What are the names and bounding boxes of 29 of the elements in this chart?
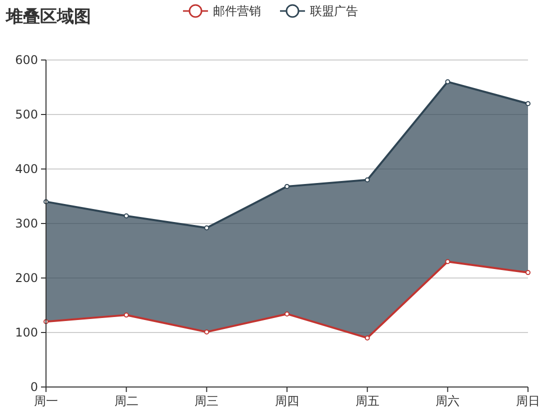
legend-label: 邮件营销 — [213, 4, 261, 18]
y-tick-label: 0 — [30, 380, 38, 394]
point — [364, 335, 370, 340]
point — [284, 311, 290, 316]
point — [204, 329, 210, 334]
point — [364, 177, 370, 182]
point — [124, 213, 129, 218]
x-tick-label: 周一 — [34, 394, 58, 408]
y-tick-label: 600 — [15, 53, 38, 67]
chart-title: 堆叠区域图 — [5, 7, 91, 27]
point — [445, 259, 450, 264]
point — [526, 270, 530, 276]
y-tick-label: 500 — [15, 108, 38, 122]
point — [284, 184, 290, 189]
legend-label: 联盟广告 — [310, 4, 358, 18]
y-tick-label: 300 — [15, 216, 38, 230]
x-tick-label: 周四 — [275, 394, 299, 408]
y-tick-label: 100 — [15, 326, 38, 340]
point — [526, 101, 530, 106]
y-tick-label: 200 — [15, 271, 38, 285]
point — [124, 312, 129, 318]
x-tick-label: 周三 — [194, 394, 219, 408]
x-tick-label: 周日 — [516, 394, 540, 408]
y-tick-label: 400 — [15, 162, 38, 176]
point — [204, 225, 210, 230]
x-tick-label: 周六 — [436, 394, 460, 408]
x-tick-label: 周二 — [114, 394, 138, 408]
point — [445, 79, 450, 84]
x-tick-label: 周五 — [355, 394, 380, 408]
